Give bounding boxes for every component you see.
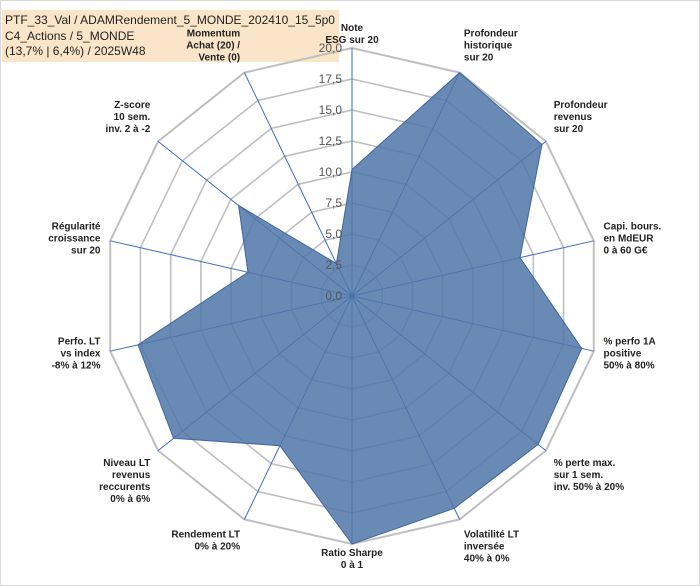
axis-label-8: Ratio Sharpe 0 à 1 — [321, 548, 383, 571]
radial-tick-label: 15,0 — [319, 103, 343, 117]
axis-label-4: Capi. bours. en MdEUR 0 à 60 G€ — [604, 222, 662, 257]
axis-label-line: revenus — [554, 112, 593, 123]
axis-label-6: % perte max. sur 1 sem. inv. 50% à 20% — [554, 458, 625, 493]
radial-tick-label: 5,0 — [325, 227, 342, 241]
axis-label-line: 50% à 80% — [604, 360, 655, 371]
axis-label-line: Note — [341, 23, 364, 34]
axis-label-9: Rendement LT 0% à 20% — [171, 529, 240, 552]
axis-label-line: positive — [604, 348, 642, 359]
axis-label-line: 10 sem. — [114, 112, 151, 123]
axis-label-line: Profondeur — [464, 29, 518, 40]
axis-label-line: inv. 2 à -2 — [105, 124, 150, 135]
axis-label-line: vs index — [60, 348, 100, 359]
axis-label-line: 0% à 6% — [110, 494, 150, 505]
axis-label-7: Volatilité LT inversée 40% à 0% — [464, 529, 519, 564]
axis-label-line: % perfo 1A — [604, 336, 656, 347]
axis-label-line: Volatilité LT — [464, 529, 519, 540]
axis-label-5: % perfo 1A positive 50% à 80% — [604, 336, 656, 371]
axis-label-line: Capi. bours. — [604, 222, 662, 233]
radar-spoke-14 — [243, 72, 353, 297]
chart-title-line-1: PTF_33_Val / ADAMRendement_5_MONDE_20241… — [5, 13, 335, 27]
radial-tick-label: 0,0 — [325, 289, 342, 303]
axis-label-line: Z-score — [114, 100, 151, 111]
axis-label-line: sur 1 sem. — [554, 470, 604, 481]
axis-label-line: Vente (0) — [198, 53, 240, 64]
radial-tick-label: 7,5 — [325, 196, 342, 210]
axis-label-line: Rendement LT — [171, 529, 240, 540]
axis-label-13: Z-score 10 sem. inv. 2 à -2 — [105, 100, 150, 135]
data-series-area — [137, 71, 583, 545]
axis-label-line: Momentum — [187, 29, 240, 40]
radial-tick-label: 12,5 — [319, 134, 343, 148]
axis-label-line: 0 à 1 — [341, 560, 364, 571]
axis-label-line: 0% à 20% — [195, 541, 241, 552]
axis-label-line: Niveau LT — [103, 458, 150, 469]
radial-tick-label: 2,5 — [325, 258, 342, 272]
radial-tick-label: 20,0 — [319, 41, 343, 55]
axis-label-line: historique — [464, 41, 513, 52]
axis-label-line: % perte max. — [554, 458, 616, 469]
chart-title-line-3: (13,7% | 6,4%) / 2025W48 — [5, 44, 146, 58]
axis-label-11: Perfo. LT vs index -8% à 12% — [52, 336, 101, 371]
axis-label-line: en MdEUR — [604, 234, 655, 245]
axis-label-1: Note ESG sur 20 — [325, 23, 379, 46]
chart-title: PTF_33_Val / ADAMRendement_5_MONDE_20241… — [2, 10, 339, 62]
axis-label-2: Profondeur historique sur 20 — [464, 29, 518, 64]
axis-label-line: Ratio Sharpe — [321, 548, 383, 559]
axis-label-line: revenus — [112, 470, 151, 481]
radial-tick-label: 10,0 — [319, 165, 343, 179]
axis-label-14: Momentum Achat (20) / Vente (0) — [186, 29, 240, 64]
axis-label-line: 40% à 0% — [464, 553, 510, 564]
axis-label-line: sur 20 — [554, 124, 584, 135]
axis-label-line: Régularité — [52, 222, 101, 233]
axis-label-line: inv. 50% à 20% — [554, 482, 625, 493]
chart-title-line-2: C4_Actions / 5_MONDE — [5, 28, 135, 43]
axis-label-line: Profondeur — [554, 100, 608, 111]
axis-label-line: inversée — [464, 541, 505, 552]
axis-label-10: Niveau LT revenus reccurents 0% à 6% — [99, 458, 151, 505]
axis-label-line: 0 à 60 G€ — [604, 246, 648, 257]
axis-label-line: -8% à 12% — [52, 360, 101, 371]
radial-tick-label: 17,5 — [319, 72, 343, 86]
axis-label-line: ESG sur 20 — [325, 35, 379, 46]
axis-label-line: croissance — [48, 234, 101, 245]
axis-label-12: Régularité croissance sur 20 — [48, 222, 101, 257]
axis-label-line: sur 20 — [71, 246, 101, 257]
axis-label-line: Perfo. LT — [58, 336, 101, 347]
axis-label-3: Profondeur revenus sur 20 — [554, 100, 608, 135]
axis-label-line: Achat (20) / — [186, 41, 240, 52]
axis-label-line: reccurents — [99, 482, 151, 493]
axis-label-line: sur 20 — [464, 53, 494, 64]
